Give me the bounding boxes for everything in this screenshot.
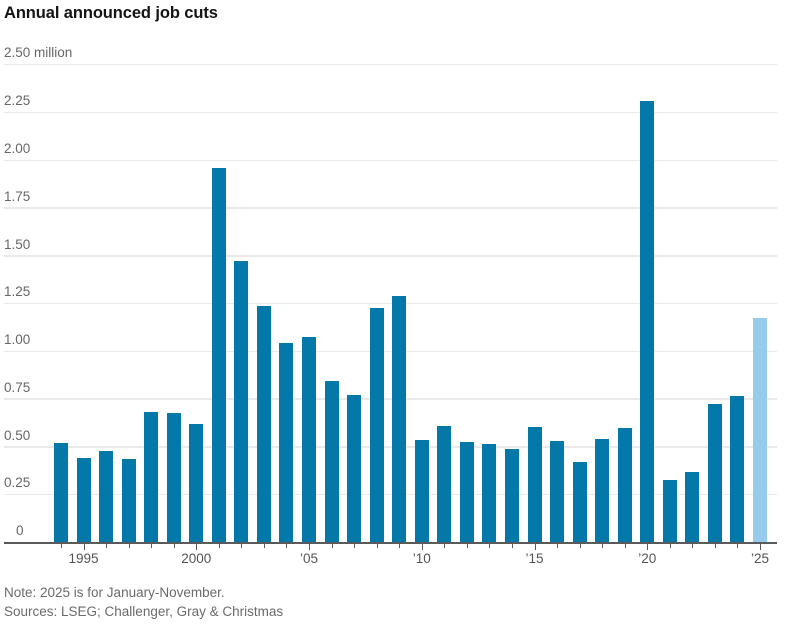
x-tick-2023 — [714, 543, 716, 548]
chart-footer: Note: 2025 is for January-November. Sour… — [4, 583, 283, 621]
x-tick-1996 — [106, 543, 108, 548]
y-axis-label-2.25: 2.25 — [4, 93, 31, 109]
bar-2001 — [211, 167, 226, 542]
bar-2003 — [256, 305, 271, 542]
x-tick-2011 — [444, 543, 446, 548]
y-axis-label-2: 2.00 — [4, 141, 31, 156]
bar-1998 — [144, 412, 159, 542]
bar-2025 — [752, 317, 767, 542]
x-axis-line — [4, 541, 777, 544]
x-tick-2018 — [602, 543, 604, 548]
bar-1994 — [54, 443, 68, 542]
x-tick-2007 — [354, 543, 356, 548]
x-tick-2006 — [331, 543, 333, 548]
y-axis-label-1.5: 1.50 — [4, 236, 31, 252]
bar-2005 — [302, 336, 317, 542]
x-tick-2013 — [489, 543, 491, 548]
y-axis-label-0.25: 0.25 — [4, 475, 31, 491]
x-tick-1994 — [61, 543, 62, 548]
y-axis-label-1: 1.00 — [4, 332, 31, 348]
x-tick-2017 — [579, 543, 581, 548]
bar-2019 — [617, 428, 632, 542]
x-axis-label-1995: 1995 — [68, 551, 99, 567]
y-axis-label-0.75: 0.75 — [4, 379, 31, 395]
x-tick-2015 — [534, 543, 536, 550]
gridline-0.25 — [4, 493, 777, 496]
y-axis-label-0.5: 0.50 — [4, 427, 31, 443]
x-tick-1997 — [128, 543, 130, 548]
x-tick-1998 — [151, 543, 153, 548]
bar-2018 — [595, 438, 610, 542]
bar-2014 — [504, 449, 519, 542]
x-axis-label-2005: ’05 — [300, 551, 319, 567]
bar-1996 — [99, 450, 114, 542]
bar-2020 — [640, 101, 655, 542]
bar-2006 — [324, 381, 339, 542]
bar-2023 — [707, 403, 722, 542]
bar-2002 — [234, 261, 249, 542]
bar-2021 — [662, 480, 677, 542]
x-tick-2021 — [669, 543, 671, 548]
gridline-1.75 — [4, 207, 777, 209]
x-tick-2002 — [241, 543, 243, 548]
bar-2016 — [550, 440, 565, 542]
gridline-2 — [4, 159, 777, 161]
x-tick-2019 — [624, 543, 626, 548]
x-tick-2004 — [286, 543, 288, 548]
x-tick-2022 — [692, 543, 694, 548]
gridline-1 — [4, 350, 777, 353]
x-axis-label-2000: 2000 — [181, 551, 212, 567]
bar-2007 — [347, 394, 362, 542]
x-tick-1995 — [83, 543, 85, 550]
y-axis-label-0: 0 — [16, 523, 24, 539]
gridline-1.5 — [4, 255, 777, 257]
x-tick-2010 — [421, 543, 423, 550]
x-tick-2012 — [466, 543, 468, 548]
x-tick-1999 — [173, 543, 175, 548]
x-tick-2003 — [263, 543, 265, 548]
x-axis-label-2010: ’10 — [412, 551, 431, 567]
bar-2008 — [369, 307, 384, 542]
x-tick-2000 — [196, 543, 198, 550]
chart-note: Note: 2025 is for January-November. — [4, 585, 225, 600]
bar-2000 — [189, 424, 204, 542]
bar-1997 — [121, 458, 136, 542]
x-tick-2008 — [376, 543, 378, 548]
x-axis-label-2020: ’20 — [638, 551, 657, 567]
x-axis-label-2025: ’25 — [750, 551, 769, 567]
x-tick-2014 — [511, 543, 513, 548]
x-axis-label-2015: ’15 — [525, 551, 544, 567]
x-tick-2024 — [737, 543, 739, 548]
bar-2024 — [730, 396, 745, 542]
bar-1999 — [166, 412, 181, 542]
chart-sources: Sources: LSEG; Challenger, Gray & Christ… — [4, 604, 284, 619]
gridline-2.5 — [4, 63, 777, 66]
x-tick-2009 — [399, 543, 401, 548]
gridline-0.5 — [4, 446, 777, 448]
bar-2022 — [685, 472, 700, 542]
bar-2011 — [437, 425, 452, 542]
gridline-0.75 — [4, 398, 777, 400]
x-tick-2020 — [647, 543, 649, 550]
bar-2013 — [482, 444, 497, 542]
y-axis-label-1.75: 1.75 — [4, 188, 31, 204]
bar-2015 — [527, 427, 542, 542]
x-tick-2005 — [309, 543, 311, 550]
bar-1995 — [76, 457, 91, 542]
bar-2010 — [414, 440, 429, 542]
y-axis-label-1.25: 1.25 — [4, 284, 31, 300]
x-tick-2001 — [218, 543, 220, 548]
bar-2012 — [459, 441, 474, 542]
gridline-2.25 — [4, 111, 777, 114]
bar-2017 — [572, 461, 587, 542]
x-tick-2016 — [557, 543, 559, 548]
x-tick-2025 — [759, 543, 761, 550]
bar-2004 — [279, 342, 294, 542]
gridline-1.25 — [4, 302, 777, 305]
y-axis-label-2.5: 2.50 million — [4, 45, 73, 61]
bar-2009 — [392, 295, 407, 542]
chart-title: Annual announced job cuts — [4, 4, 218, 22]
